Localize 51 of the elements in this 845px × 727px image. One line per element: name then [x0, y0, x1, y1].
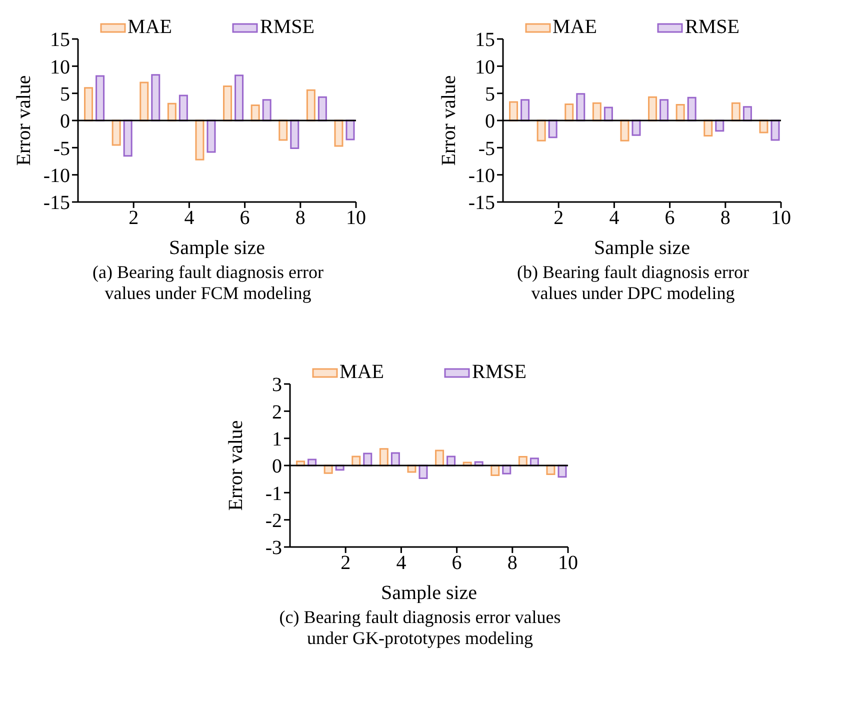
y-tick-label: 15	[50, 29, 70, 52]
y-axis-title: Error value	[438, 75, 460, 166]
x-axis-title: Sample size	[380, 582, 478, 604]
y-tick-label: 0	[60, 110, 70, 133]
x-tick-label: 4	[184, 207, 194, 230]
y-axis-title: Error value	[225, 420, 247, 511]
x-tick-label: 2	[554, 207, 564, 230]
x-tick-label: 4	[396, 552, 406, 574]
y-tick-label: 10	[475, 56, 495, 78]
y-tick-label: 10	[50, 56, 70, 78]
x-tick-label: 6	[452, 552, 462, 574]
x-tick-label: 8	[720, 207, 730, 230]
x-tick-label: 6	[664, 207, 675, 230]
y-tick-label: -5	[478, 138, 495, 160]
y-tick-label: 3	[272, 374, 282, 396]
y-tick-label: -2	[265, 510, 282, 532]
x-tick-label: 10	[346, 207, 366, 230]
x-tick-label: 2	[340, 552, 351, 574]
y-tick-label: -15	[43, 192, 70, 214]
x-axis-title: Sample size	[594, 237, 690, 259]
y-tick-label: -1	[265, 482, 282, 505]
y-tick-label: -5	[53, 138, 70, 160]
y-tick-label: -10	[468, 164, 495, 187]
x-tick-label: 10	[771, 207, 791, 230]
x-axis-title: Sample size	[168, 237, 266, 259]
legend-label: MAE	[126, 16, 172, 39]
y-tick-label: 5	[60, 83, 70, 106]
y-tick-label: 0	[485, 110, 495, 133]
x-tick-label: 4	[609, 207, 620, 230]
text: (a) Bearing fault diagnosis error values under FCM modeling	[92, 262, 324, 304]
x-tick-label: 8	[507, 552, 518, 574]
legend-label: MAE	[552, 16, 597, 39]
y-tick-label: 1	[272, 428, 282, 450]
y-axis-title: Error value	[13, 75, 35, 166]
x-tick-label: 2	[128, 207, 139, 230]
y-tick-label: 15	[475, 29, 495, 52]
legend-label: MAE	[338, 361, 384, 384]
y-tick-label: -3	[265, 537, 282, 560]
y-tick-label: 2	[272, 401, 282, 424]
x-tick-label: 6	[240, 207, 250, 230]
legend-label: RMSE	[684, 16, 740, 39]
text: (c) Bearing fault diagnosis error values under GK-prototypes modeling	[278, 607, 562, 649]
y-tick-label: 5	[485, 83, 495, 106]
y-tick-label: -15	[468, 192, 495, 214]
legend-label: RMSE	[470, 361, 526, 384]
y-tick-label: 0	[272, 456, 282, 478]
text: (b) Bearing fault diagnosis error values under DPC modeling	[516, 262, 750, 304]
x-tick-label: 8	[295, 207, 306, 230]
y-tick-label: -10	[43, 164, 70, 187]
x-tick-label: 10	[558, 552, 578, 574]
legend-label: RMSE	[258, 16, 314, 39]
